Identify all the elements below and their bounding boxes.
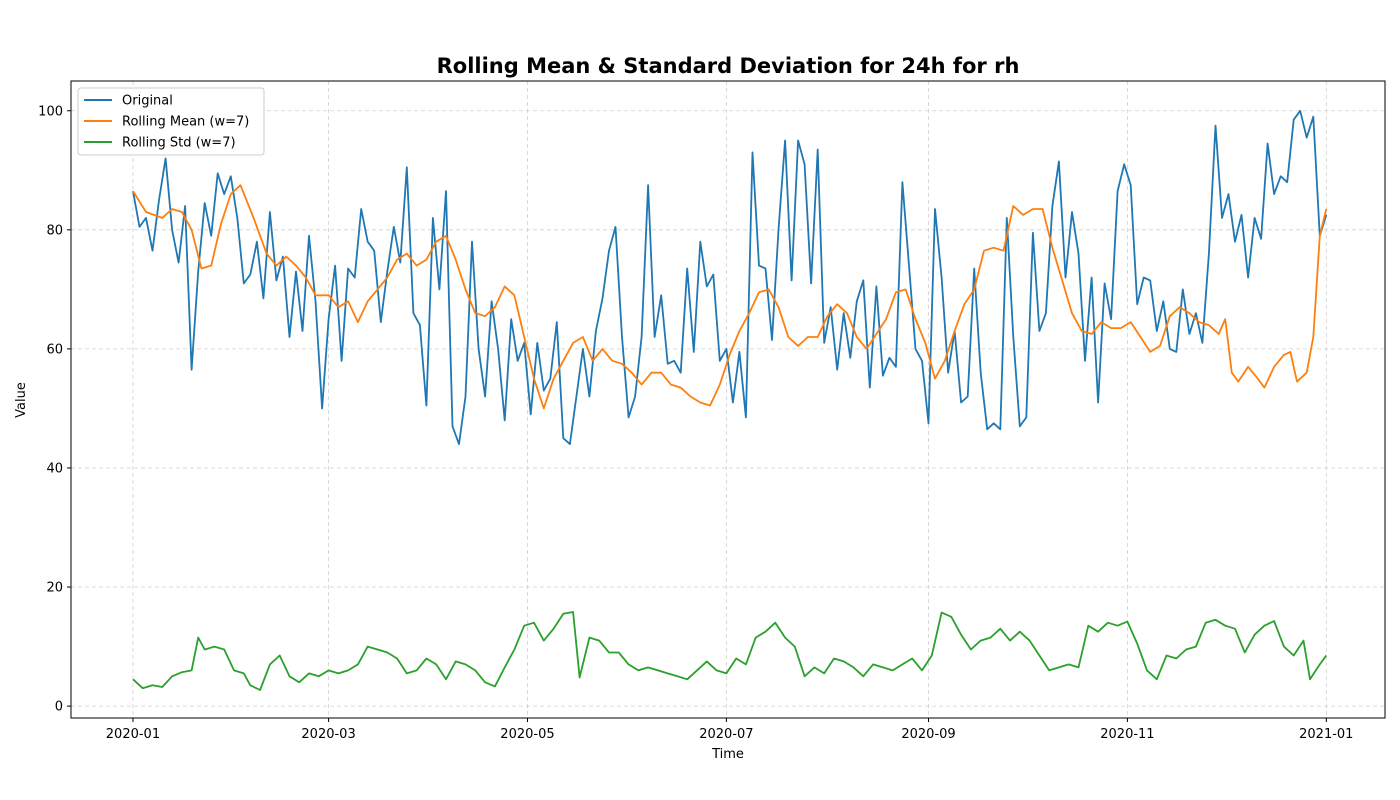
legend-label: Rolling Std (w=7) (122, 136, 236, 151)
y-tick-label: 0 (55, 700, 63, 715)
axis-ticks: 2020-01 2020-03 2020-05 2020-07 2020-09 2020-… (38, 104, 1353, 742)
legend-label: Original (122, 94, 173, 109)
series-line-rolling-mean-w-7 (132, 184, 1328, 410)
y-tick-label: 20 (46, 581, 63, 596)
series-group (132, 109, 1328, 691)
y-tick-label: 40 (46, 461, 63, 476)
plot-frame (70, 80, 1386, 719)
x-tick-label: 2020-11 (1100, 727, 1154, 742)
x-tick-label: 2021-01 (1299, 727, 1353, 742)
y-tick-label: 80 (46, 223, 63, 238)
legend-box (77, 87, 265, 156)
x-tick-label: 2020-01 (106, 727, 160, 742)
x-tick-label: 2020-09 (901, 727, 955, 742)
series-line-rolling-std-w-7 (132, 611, 1328, 691)
legend-label: Rolling Mean (w=7) (122, 115, 249, 130)
legend: Original Rolling Mean (w=7) Rolling Std (w… (77, 87, 265, 156)
x-tick-label: 2020-03 (301, 727, 355, 742)
x-tick-label: 2020-05 (500, 727, 554, 742)
y-axis-label: Value (14, 382, 29, 418)
x-tick-label: 2020-07 (699, 727, 753, 742)
y-tick-label: 100 (38, 104, 63, 119)
y-tick-label: 60 (46, 342, 63, 357)
series-line-original (132, 109, 1328, 446)
x-axis-label: Time (711, 747, 744, 762)
chart-title: Rolling Mean & Standard Deviation for 24… (437, 54, 1020, 78)
